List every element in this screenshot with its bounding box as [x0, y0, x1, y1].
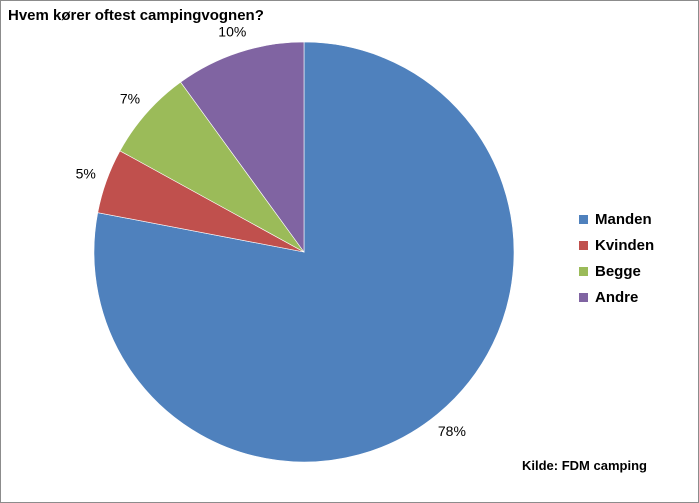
data-label-begge: 7% [120, 91, 140, 107]
legend-swatch-begge [579, 266, 588, 276]
legend-label-manden: Manden [595, 210, 652, 228]
legend-label-kvinden: Kvinden [595, 236, 655, 254]
chart-title: Hvem kører oftest campingvognen? [8, 7, 264, 24]
chart-legend: Manden Kvinden Begge Andre [579, 206, 654, 310]
legend-item-andre: Andre [579, 284, 654, 310]
pie-slices [93, 41, 515, 463]
chart-source: Kilde: FDM camping [522, 458, 647, 473]
legend-item-manden: Manden [579, 206, 654, 232]
legend-swatch-kvinden [579, 240, 588, 250]
data-label-manden: 78% [438, 423, 466, 439]
data-label-kvinden: 5% [76, 165, 96, 181]
legend-item-begge: Begge [579, 258, 654, 284]
pie-data-labels: 78% 5% 7% 10% [76, 23, 466, 438]
legend-swatch-manden [579, 214, 588, 224]
legend-label-begge: Begge [595, 262, 641, 280]
data-label-andre: 10% [218, 23, 246, 39]
legend-item-kvinden: Kvinden [579, 232, 654, 258]
legend-swatch-andre [579, 292, 588, 302]
pie-slice-andre [180, 41, 305, 253]
legend-label-andre: Andre [595, 288, 639, 306]
